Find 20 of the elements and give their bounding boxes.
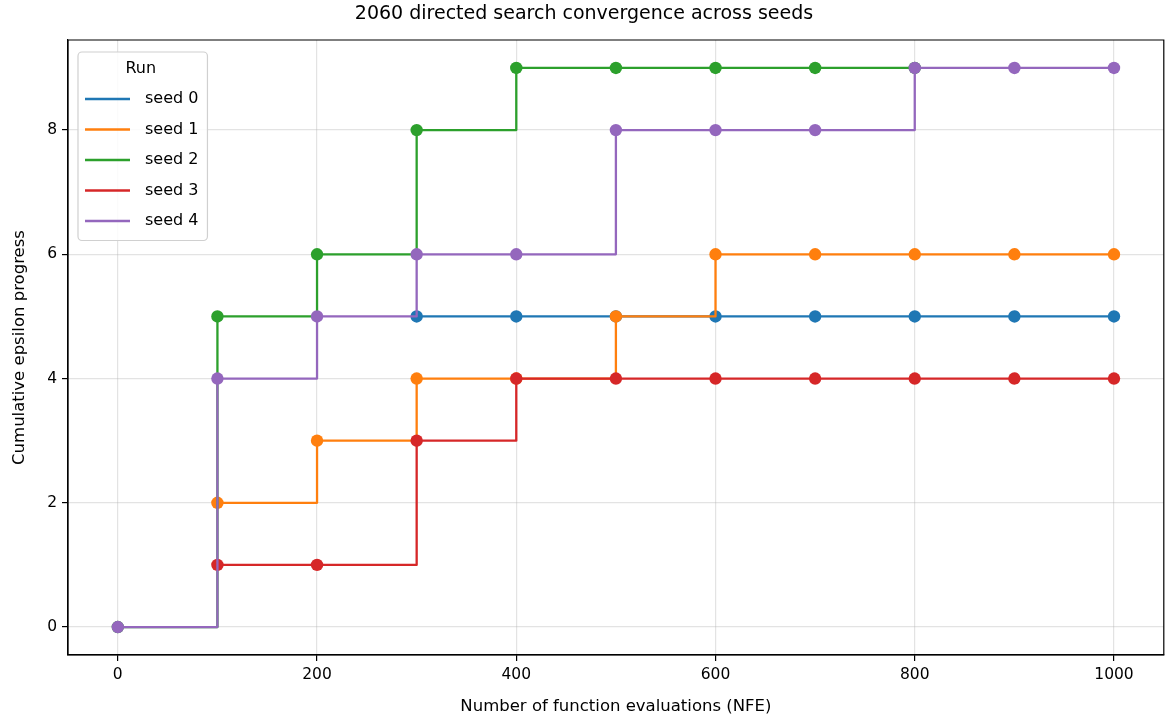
x-axis-title: Number of function evaluations (NFE) xyxy=(460,696,772,716)
y-tick-label: 4 xyxy=(47,368,57,387)
legend-label: seed 1 xyxy=(145,118,199,138)
legend-title: Run xyxy=(125,58,157,78)
x-tick-label: 200 xyxy=(302,665,332,684)
x-tick-label: 0 xyxy=(112,665,123,684)
y-tick-label: 6 xyxy=(47,244,57,263)
x-tick-label: 800 xyxy=(899,665,930,684)
x-tick-label: 1000 xyxy=(1094,665,1134,684)
legend-label: seed 4 xyxy=(145,210,199,230)
y-tick-label: 8 xyxy=(47,120,57,139)
chart-title: 2060 directed search convergence across seeds xyxy=(354,0,814,23)
legend-label: seed 2 xyxy=(145,149,199,169)
x-tick-label: 400 xyxy=(501,665,532,684)
y-tick-label: 2 xyxy=(47,492,57,511)
legend-label: seed 3 xyxy=(145,179,199,199)
y-tick-label: 0 xyxy=(47,617,57,636)
y-axis-title: Cumulative epsilon progress xyxy=(9,230,29,465)
legend-label: seed 0 xyxy=(145,88,199,108)
x-tick-label: 600 xyxy=(700,665,731,684)
